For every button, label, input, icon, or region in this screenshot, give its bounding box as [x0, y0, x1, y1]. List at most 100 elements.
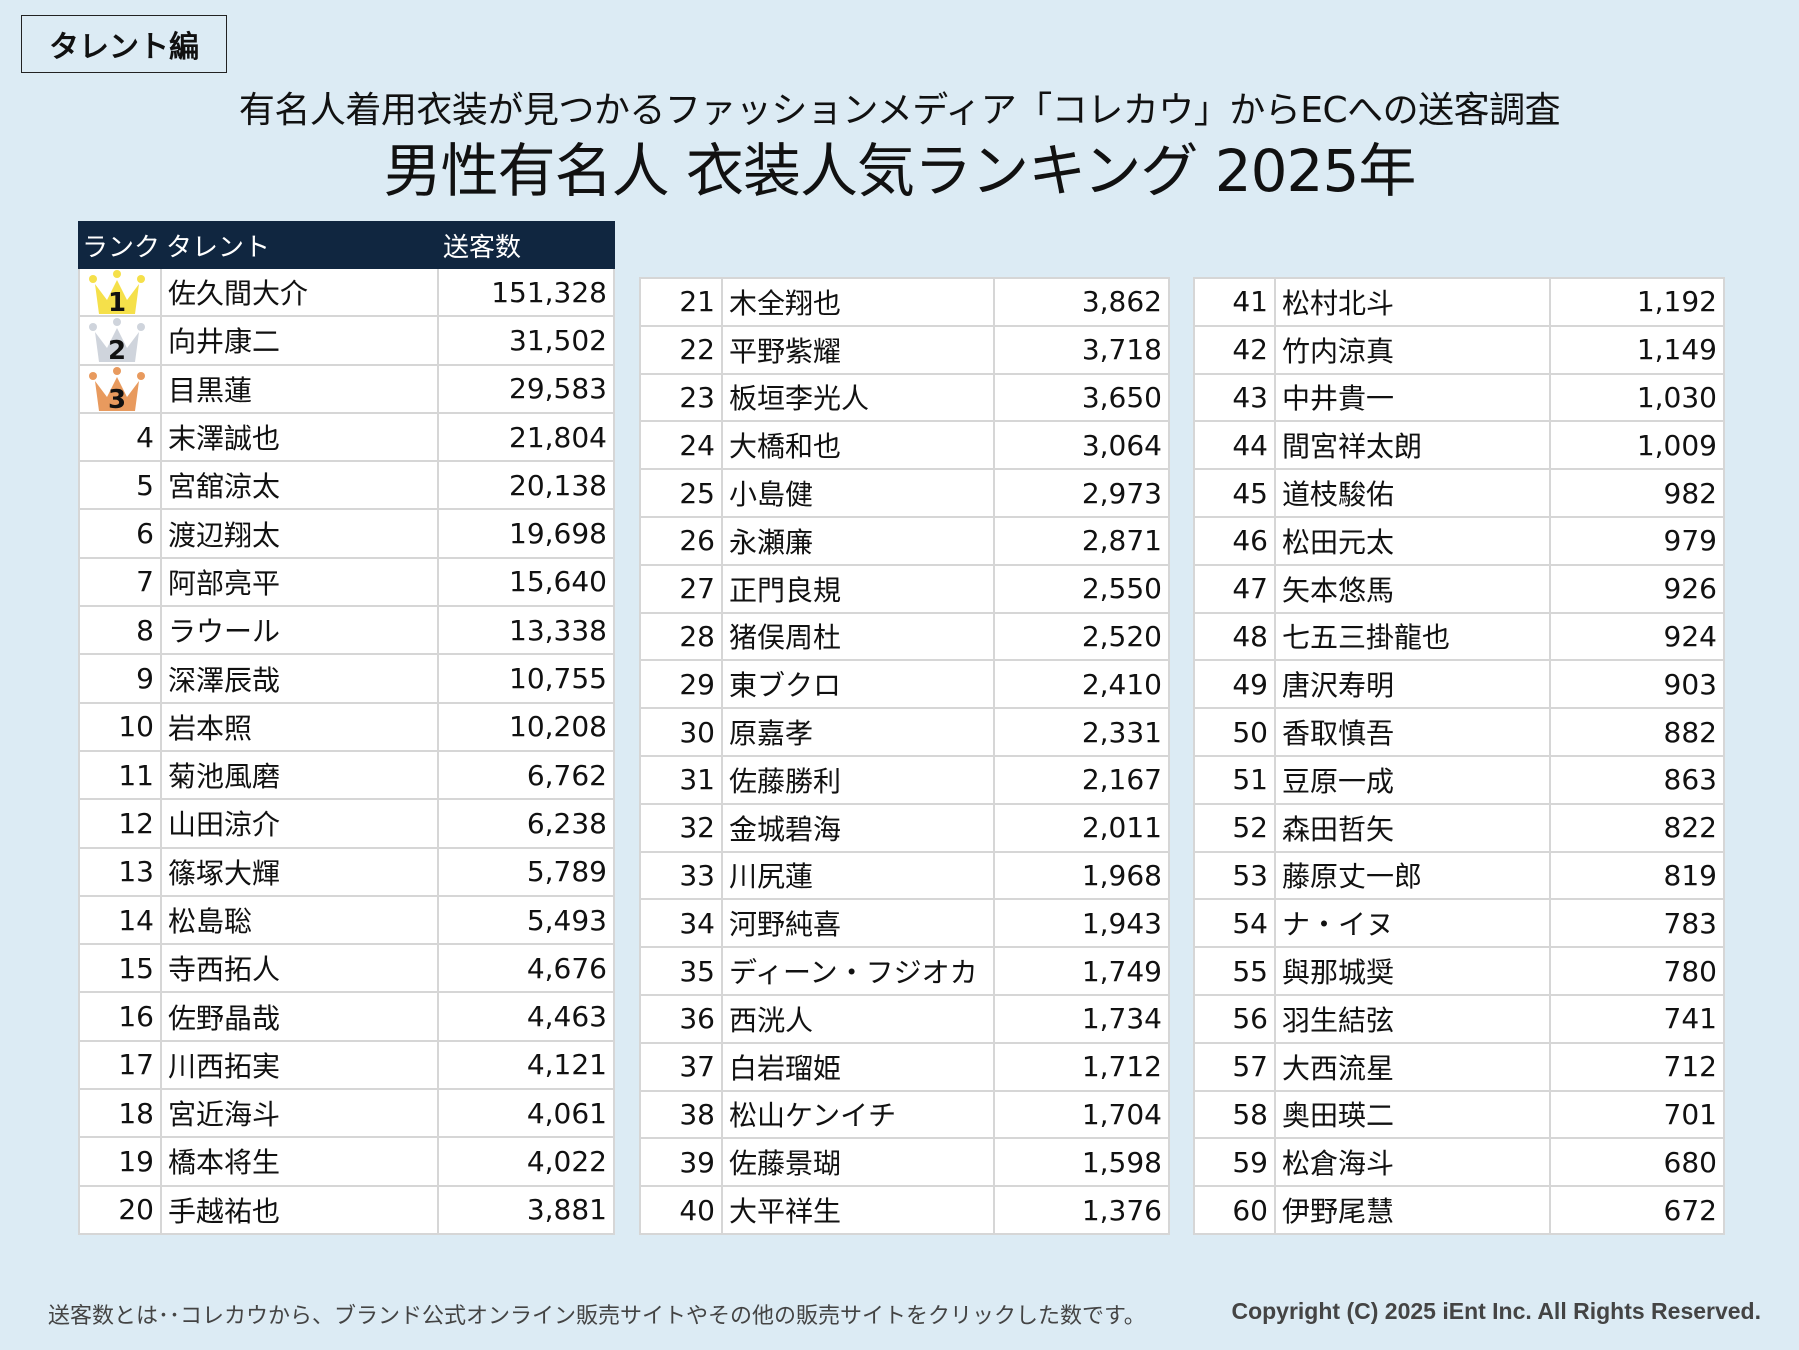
count-cell: 712: [1549, 1041, 1725, 1092]
talent-name-cell: 道枝駿佑: [1274, 468, 1551, 518]
talent-name-cell: 川尻蓮: [721, 850, 995, 901]
talent-name-cell: 白岩瑠姫: [721, 1041, 995, 1092]
talent-name-cell: 羽生結弦: [1274, 993, 1551, 1044]
count-cell: 780: [1549, 946, 1725, 996]
talent-name-cell: 正門良規: [721, 563, 995, 614]
rank-cell: 59: [1193, 1137, 1276, 1188]
talent-name-cell: 香取慎吾: [1274, 707, 1551, 757]
rank-cell: 3: [78, 363, 162, 414]
table-row: 33 川尻蓮 1,968: [639, 850, 1170, 901]
rank-cell: 45: [1193, 468, 1276, 518]
rank-cell: 23: [639, 372, 723, 423]
count-cell: 3,718: [993, 324, 1170, 375]
table-row: 3 目黒蓮 29,583: [78, 363, 615, 414]
rank-cell: 10: [78, 701, 162, 752]
table-row: 12 山田涼介 6,238: [78, 798, 615, 849]
count-cell: 882: [1549, 707, 1725, 757]
talent-name-cell: 板垣李光人: [721, 372, 995, 423]
table-row: 18 宮近海斗 4,061: [78, 1088, 615, 1139]
table-row: 27 正門良規 2,550: [639, 563, 1170, 614]
table-row: 7 阿部亮平 15,640: [78, 556, 615, 608]
rank-cell: 42: [1193, 324, 1276, 375]
count-cell: 6,238: [437, 798, 615, 849]
talent-name-cell: 豆原一成: [1274, 754, 1551, 805]
table-row: 23 板垣李光人 3,650: [639, 372, 1170, 423]
count-cell: 863: [1549, 754, 1725, 805]
count-cell: 4,676: [437, 943, 615, 994]
count-cell: 3,881: [437, 1184, 615, 1235]
table-row: 48 七五三掛龍也 924: [1193, 611, 1725, 662]
talent-name-cell: 竹内涼真: [1274, 324, 1551, 375]
talent-name-cell: 向井康二: [160, 315, 439, 366]
rank-cell: 57: [1193, 1041, 1276, 1092]
rank-cell: 2: [78, 315, 162, 366]
count-cell: 926: [1549, 563, 1725, 614]
header-rank: ランク: [78, 221, 162, 269]
rank-cell: 44: [1193, 420, 1276, 471]
rank-cell: 34: [639, 898, 723, 949]
count-cell: 1,712: [993, 1041, 1170, 1092]
rank-cell: 12: [78, 798, 162, 849]
table-row: 42 竹内涼真 1,149: [1193, 324, 1725, 375]
table-row: 13 篠塚大輝 5,789: [78, 846, 615, 897]
count-cell: 1,943: [993, 898, 1170, 949]
table-row: 40 大平祥生 1,376: [639, 1185, 1170, 1235]
rank-cell: 6: [78, 508, 162, 559]
count-cell: 1,192: [1549, 277, 1725, 327]
subtitle: 有名人着用衣装が見つかるファッションメディア「コレカウ」からECへの送客調査: [238, 90, 1561, 131]
table-row: 25 小島健 2,973: [639, 468, 1170, 518]
talent-name-cell: 松倉海斗: [1274, 1137, 1551, 1188]
count-cell: 3,650: [993, 372, 1170, 423]
table-row: 54 ナ・イヌ 783: [1193, 898, 1725, 949]
rank-cell: 11: [78, 749, 162, 801]
table-row: 16 佐野晶哉 4,463: [78, 991, 615, 1042]
rank-cell: 22: [639, 324, 723, 375]
count-cell: 1,968: [993, 850, 1170, 901]
table-row: 2 向井康二 31,502: [78, 315, 615, 366]
count-cell: 4,463: [437, 991, 615, 1042]
table-row: 35 ディーン・フジオカ 1,749: [639, 946, 1170, 996]
rank-cell: 4: [78, 411, 162, 463]
talent-name-cell: 永瀬廉: [721, 515, 995, 566]
category-tag: タレント編: [21, 15, 227, 73]
count-cell: 2,410: [993, 659, 1170, 710]
rank-cell: 9: [78, 653, 162, 704]
talent-name-cell: 西洸人: [721, 993, 995, 1044]
count-cell: 903: [1549, 659, 1725, 710]
rank-cell: 41: [1193, 277, 1276, 327]
count-cell: 5,789: [437, 846, 615, 897]
header-count: 送客数: [437, 221, 615, 269]
talent-name-cell: 大平祥生: [721, 1185, 995, 1235]
ranking-table-3: 41 松村北斗 1,192 42 竹内涼真 1,149 43 中井貴一 1,030 44 間宮祥太朗…: [1193, 277, 1725, 1235]
rank-cell: 38: [639, 1089, 723, 1140]
talent-name-cell: 手越祐也: [160, 1184, 439, 1235]
count-cell: 3,862: [993, 277, 1170, 327]
talent-name-cell: 大西流星: [1274, 1041, 1551, 1092]
talent-name-cell: 矢本悠馬: [1274, 563, 1551, 614]
count-cell: 13,338: [437, 605, 615, 656]
count-cell: 2,167: [993, 754, 1170, 805]
count-cell: 21,804: [437, 411, 615, 463]
table-row: 6 渡辺翔太 19,698: [78, 508, 615, 559]
rank-cell: 15: [78, 943, 162, 994]
talent-name-cell: 佐久間大介: [160, 266, 439, 318]
count-cell: 10,208: [437, 701, 615, 752]
talent-name-cell: 末澤誠也: [160, 411, 439, 463]
rank-cell: 19: [78, 1136, 162, 1187]
talent-name-cell: 伊野尾慧: [1274, 1185, 1551, 1235]
talent-name-cell: 目黒蓮: [160, 363, 439, 414]
table-row: 9 深澤辰哉 10,755: [78, 653, 615, 704]
talent-name-cell: 猪俣周杜: [721, 611, 995, 662]
table-row: 26 永瀬廉 2,871: [639, 515, 1170, 566]
talent-name-cell: 木全翔也: [721, 277, 995, 327]
table-row: 28 猪俣周杜 2,520: [639, 611, 1170, 662]
count-cell: 701: [1549, 1089, 1725, 1140]
rank-cell: 48: [1193, 611, 1276, 662]
talent-name-cell: 間宮祥太朗: [1274, 420, 1551, 471]
silver-crown-icon: 2: [87, 318, 147, 363]
count-cell: 31,502: [437, 315, 615, 366]
rank-cell: 35: [639, 946, 723, 996]
table-row: 60 伊野尾慧 672: [1193, 1185, 1725, 1235]
rank-cell: 8: [78, 605, 162, 656]
count-cell: 979: [1549, 515, 1725, 566]
